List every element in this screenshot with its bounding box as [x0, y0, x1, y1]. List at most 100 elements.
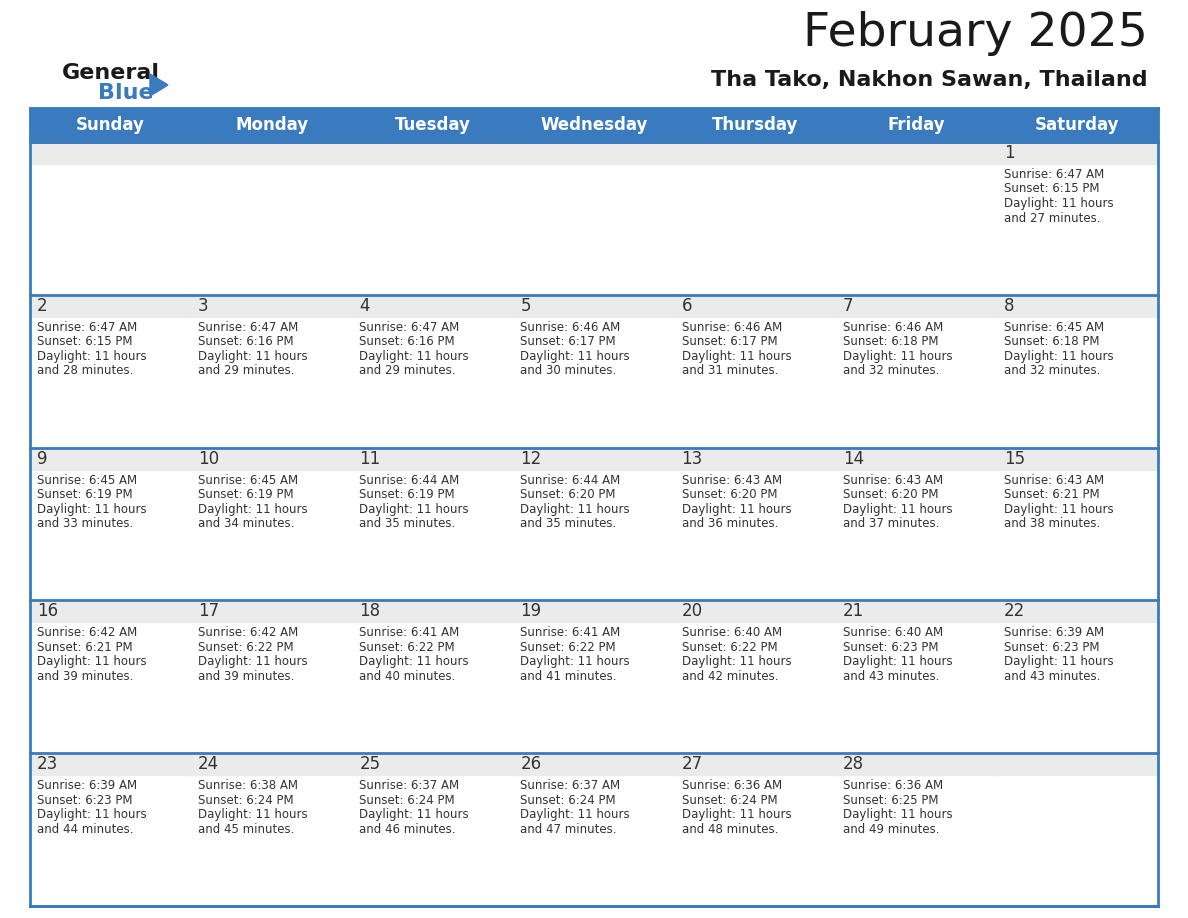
Bar: [675, 448, 835, 470]
Text: and 34 minutes.: and 34 minutes.: [198, 517, 295, 530]
Text: 1: 1: [1004, 144, 1015, 162]
Text: and 42 minutes.: and 42 minutes.: [682, 670, 778, 683]
Bar: [675, 142, 835, 295]
Bar: [191, 600, 353, 622]
Text: Sunset: 6:23 PM: Sunset: 6:23 PM: [1004, 641, 1099, 654]
Bar: [997, 295, 1158, 317]
Bar: [997, 295, 1158, 448]
Text: Monday: Monday: [235, 116, 308, 134]
Text: Sunset: 6:24 PM: Sunset: 6:24 PM: [359, 794, 455, 807]
Text: Sunset: 6:22 PM: Sunset: 6:22 PM: [682, 641, 777, 654]
Text: and 41 minutes.: and 41 minutes.: [520, 670, 617, 683]
Bar: [997, 448, 1158, 470]
Text: Daylight: 11 hours: Daylight: 11 hours: [359, 655, 469, 668]
Text: 25: 25: [359, 756, 380, 773]
Bar: [30, 600, 191, 753]
Text: 7: 7: [842, 297, 853, 315]
Text: 4: 4: [359, 297, 369, 315]
Text: Sunrise: 6:36 AM: Sunrise: 6:36 AM: [842, 779, 943, 792]
Text: 12: 12: [520, 450, 542, 467]
Bar: [353, 142, 513, 164]
Bar: [30, 448, 191, 600]
Bar: [835, 295, 997, 317]
Bar: [835, 295, 997, 448]
Text: and 43 minutes.: and 43 minutes.: [1004, 670, 1100, 683]
Text: Daylight: 11 hours: Daylight: 11 hours: [682, 655, 791, 668]
Text: and 32 minutes.: and 32 minutes.: [1004, 364, 1100, 377]
Text: Sunrise: 6:46 AM: Sunrise: 6:46 AM: [682, 320, 782, 334]
Bar: [675, 295, 835, 448]
Text: Daylight: 11 hours: Daylight: 11 hours: [1004, 502, 1113, 516]
Text: Sunrise: 6:45 AM: Sunrise: 6:45 AM: [198, 474, 298, 487]
Bar: [997, 142, 1158, 295]
Text: Daylight: 11 hours: Daylight: 11 hours: [682, 502, 791, 516]
Bar: [30, 753, 191, 775]
Text: Blue: Blue: [97, 83, 153, 103]
Text: 17: 17: [198, 602, 220, 621]
Bar: [997, 142, 1158, 164]
Text: Sunset: 6:19 PM: Sunset: 6:19 PM: [359, 488, 455, 501]
Text: Saturday: Saturday: [1035, 116, 1119, 134]
Text: Sunrise: 6:47 AM: Sunrise: 6:47 AM: [198, 320, 298, 334]
Text: Tuesday: Tuesday: [394, 116, 470, 134]
Text: 20: 20: [682, 602, 702, 621]
Text: Sunrise: 6:44 AM: Sunrise: 6:44 AM: [359, 474, 460, 487]
Text: 9: 9: [37, 450, 48, 467]
Bar: [513, 295, 675, 448]
Text: Daylight: 11 hours: Daylight: 11 hours: [842, 808, 953, 822]
Text: Sunrise: 6:39 AM: Sunrise: 6:39 AM: [1004, 626, 1104, 640]
Bar: [30, 142, 191, 164]
Text: and 30 minutes.: and 30 minutes.: [520, 364, 617, 377]
Bar: [513, 142, 675, 295]
Text: Sunrise: 6:38 AM: Sunrise: 6:38 AM: [198, 779, 298, 792]
Text: Wednesday: Wednesday: [541, 116, 647, 134]
Bar: [513, 448, 675, 600]
Text: Daylight: 11 hours: Daylight: 11 hours: [682, 350, 791, 363]
Text: Tha Tako, Nakhon Sawan, Thailand: Tha Tako, Nakhon Sawan, Thailand: [712, 70, 1148, 90]
Bar: [191, 142, 353, 164]
Text: and 47 minutes.: and 47 minutes.: [520, 823, 617, 835]
Bar: [191, 448, 353, 470]
Text: 18: 18: [359, 602, 380, 621]
Text: and 29 minutes.: and 29 minutes.: [359, 364, 456, 377]
Bar: [675, 600, 835, 753]
Bar: [997, 448, 1158, 600]
Text: Sunset: 6:15 PM: Sunset: 6:15 PM: [1004, 183, 1099, 196]
Text: and 29 minutes.: and 29 minutes.: [198, 364, 295, 377]
Bar: [997, 600, 1158, 753]
Text: Sunset: 6:23 PM: Sunset: 6:23 PM: [37, 794, 133, 807]
Text: and 43 minutes.: and 43 minutes.: [842, 670, 939, 683]
Text: 8: 8: [1004, 297, 1015, 315]
Text: Daylight: 11 hours: Daylight: 11 hours: [37, 655, 146, 668]
Text: 16: 16: [37, 602, 58, 621]
Bar: [675, 753, 835, 906]
Text: Sunrise: 6:47 AM: Sunrise: 6:47 AM: [37, 320, 138, 334]
Bar: [835, 142, 997, 295]
Text: Thursday: Thursday: [712, 116, 798, 134]
Bar: [353, 295, 513, 317]
Text: Sunrise: 6:36 AM: Sunrise: 6:36 AM: [682, 779, 782, 792]
Text: 23: 23: [37, 756, 58, 773]
Bar: [675, 295, 835, 317]
Text: 2: 2: [37, 297, 48, 315]
Text: Sunset: 6:23 PM: Sunset: 6:23 PM: [842, 641, 939, 654]
Text: Sunset: 6:20 PM: Sunset: 6:20 PM: [682, 488, 777, 501]
Text: Daylight: 11 hours: Daylight: 11 hours: [520, 655, 630, 668]
Bar: [353, 600, 513, 753]
Text: and 49 minutes.: and 49 minutes.: [842, 823, 940, 835]
Text: Sunset: 6:24 PM: Sunset: 6:24 PM: [520, 794, 617, 807]
Text: Sunset: 6:17 PM: Sunset: 6:17 PM: [682, 335, 777, 348]
Polygon shape: [150, 74, 168, 96]
Text: Daylight: 11 hours: Daylight: 11 hours: [520, 502, 630, 516]
Text: and 35 minutes.: and 35 minutes.: [359, 517, 455, 530]
Text: Daylight: 11 hours: Daylight: 11 hours: [520, 808, 630, 822]
Bar: [30, 295, 191, 317]
Bar: [513, 753, 675, 906]
Text: General: General: [62, 63, 160, 83]
Text: Sunrise: 6:40 AM: Sunrise: 6:40 AM: [842, 626, 943, 640]
Bar: [675, 600, 835, 622]
Text: 27: 27: [682, 756, 702, 773]
Text: 6: 6: [682, 297, 693, 315]
Text: Sunrise: 6:41 AM: Sunrise: 6:41 AM: [359, 626, 460, 640]
Text: and 32 minutes.: and 32 minutes.: [842, 364, 939, 377]
